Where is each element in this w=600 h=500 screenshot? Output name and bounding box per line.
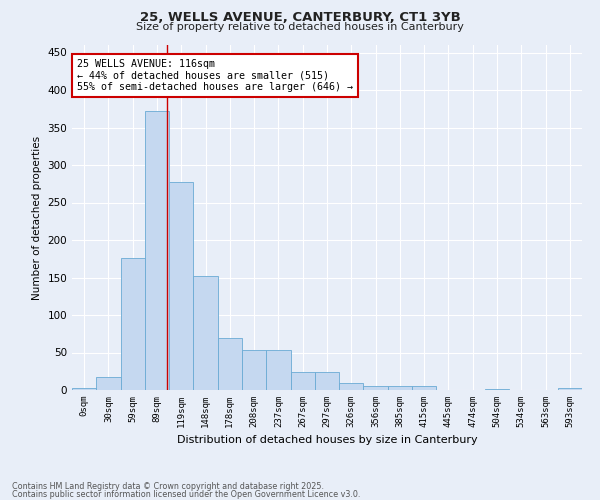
Bar bbox=[193, 276, 218, 390]
Bar bbox=[485, 388, 509, 390]
Text: Contains HM Land Registry data © Crown copyright and database right 2025.: Contains HM Land Registry data © Crown c… bbox=[12, 482, 324, 491]
Bar bbox=[290, 372, 315, 390]
Text: Size of property relative to detached houses in Canterbury: Size of property relative to detached ho… bbox=[136, 22, 464, 32]
Bar bbox=[315, 372, 339, 390]
Text: 25, WELLS AVENUE, CANTERBURY, CT1 3YB: 25, WELLS AVENUE, CANTERBURY, CT1 3YB bbox=[140, 11, 460, 24]
Bar bbox=[242, 350, 266, 390]
Bar bbox=[121, 258, 145, 390]
Bar bbox=[96, 378, 121, 390]
Bar bbox=[388, 386, 412, 390]
Bar bbox=[218, 338, 242, 390]
Bar bbox=[364, 386, 388, 390]
Bar bbox=[145, 111, 169, 390]
Text: 25 WELLS AVENUE: 116sqm
← 44% of detached houses are smaller (515)
55% of semi-d: 25 WELLS AVENUE: 116sqm ← 44% of detache… bbox=[77, 59, 353, 92]
Bar bbox=[72, 388, 96, 390]
Bar bbox=[266, 350, 290, 390]
Y-axis label: Number of detached properties: Number of detached properties bbox=[32, 136, 42, 300]
Bar bbox=[339, 383, 364, 390]
X-axis label: Distribution of detached houses by size in Canterbury: Distribution of detached houses by size … bbox=[176, 436, 478, 446]
Bar bbox=[412, 386, 436, 390]
Bar bbox=[558, 388, 582, 390]
Text: Contains public sector information licensed under the Open Government Licence v3: Contains public sector information licen… bbox=[12, 490, 361, 499]
Bar bbox=[169, 182, 193, 390]
